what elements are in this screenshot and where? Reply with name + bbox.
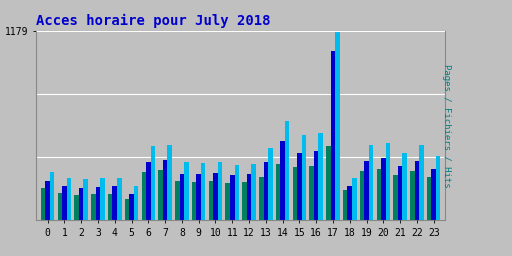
Bar bbox=[146, 162, 151, 220]
Bar bbox=[57, 193, 62, 220]
Bar bbox=[209, 181, 213, 220]
Bar bbox=[184, 162, 189, 220]
Bar bbox=[276, 164, 281, 220]
Bar bbox=[427, 177, 432, 220]
Bar bbox=[281, 141, 285, 220]
Bar bbox=[364, 161, 369, 220]
Bar bbox=[67, 178, 71, 220]
Bar bbox=[369, 145, 373, 220]
Bar bbox=[335, 31, 340, 220]
Bar bbox=[415, 161, 419, 220]
Bar bbox=[302, 135, 306, 220]
Bar bbox=[117, 178, 121, 220]
Bar bbox=[285, 121, 289, 220]
Bar bbox=[234, 165, 239, 220]
Bar bbox=[402, 153, 407, 220]
Bar bbox=[436, 156, 440, 220]
Bar bbox=[62, 186, 67, 220]
Bar bbox=[163, 160, 167, 220]
Bar bbox=[96, 187, 100, 220]
Bar bbox=[376, 169, 381, 220]
Bar bbox=[264, 162, 268, 220]
Bar bbox=[393, 175, 398, 220]
Bar bbox=[113, 186, 117, 220]
Bar bbox=[419, 145, 424, 220]
Bar bbox=[151, 146, 155, 220]
Bar bbox=[343, 190, 348, 220]
Bar bbox=[360, 171, 364, 220]
Bar bbox=[348, 186, 352, 220]
Bar bbox=[125, 199, 129, 220]
Bar bbox=[201, 163, 205, 220]
Y-axis label: Pages / Fichiers / Hits: Pages / Fichiers / Hits bbox=[442, 64, 451, 187]
Bar bbox=[242, 183, 247, 220]
Bar bbox=[175, 181, 180, 220]
Bar bbox=[100, 178, 105, 220]
Bar bbox=[91, 194, 96, 220]
Bar bbox=[247, 174, 251, 220]
Bar bbox=[225, 183, 230, 220]
Bar bbox=[230, 175, 234, 220]
Bar bbox=[318, 133, 323, 220]
Bar bbox=[352, 178, 356, 220]
Bar bbox=[297, 153, 302, 220]
Bar bbox=[83, 179, 88, 220]
Bar bbox=[108, 194, 113, 220]
Bar bbox=[398, 166, 402, 220]
Bar bbox=[410, 171, 415, 220]
Bar bbox=[309, 166, 314, 220]
Bar bbox=[197, 174, 201, 220]
Bar bbox=[386, 143, 390, 220]
Bar bbox=[50, 172, 54, 220]
Bar bbox=[134, 186, 138, 220]
Bar bbox=[79, 188, 83, 220]
Bar bbox=[251, 164, 256, 220]
Text: Acces horaire pour July 2018: Acces horaire pour July 2018 bbox=[36, 14, 270, 28]
Bar bbox=[129, 194, 134, 220]
Bar bbox=[41, 188, 46, 220]
Bar bbox=[158, 170, 163, 220]
Bar bbox=[432, 169, 436, 220]
Bar bbox=[192, 182, 197, 220]
Bar bbox=[218, 162, 222, 220]
Bar bbox=[180, 174, 184, 220]
Bar bbox=[46, 181, 50, 220]
Bar bbox=[141, 172, 146, 220]
Bar bbox=[167, 145, 172, 220]
Bar bbox=[268, 148, 272, 220]
Bar bbox=[259, 177, 264, 220]
Bar bbox=[381, 158, 386, 220]
Bar bbox=[314, 151, 318, 220]
Bar bbox=[326, 146, 331, 220]
Bar bbox=[74, 195, 79, 220]
Bar bbox=[213, 173, 218, 220]
Bar bbox=[292, 167, 297, 220]
Bar bbox=[331, 51, 335, 220]
